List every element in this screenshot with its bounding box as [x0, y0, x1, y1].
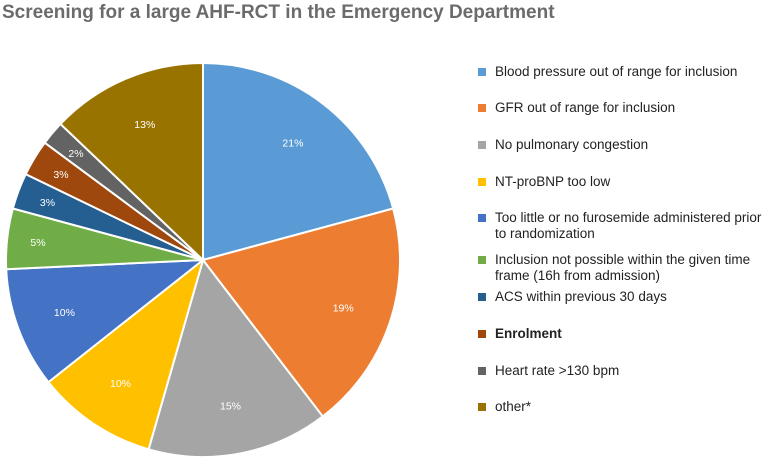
- pie-chart: 21%19%15%10%10%5%3%3%2%13%: [4, 61, 401, 458]
- slice-data-label-9: 13%: [134, 119, 155, 131]
- slice-data-label-6: 3%: [40, 197, 55, 209]
- legend-item-0: Blood pressure out of range for inclusio…: [478, 64, 765, 80]
- pie-slice-0: [202, 61, 395, 262]
- pie-slice-1: [201, 207, 401, 418]
- slice-data-label-4: 10%: [54, 307, 75, 319]
- legend-swatch-2: [478, 141, 486, 149]
- legend-label-9: other*: [495, 399, 532, 414]
- legend-label-0: Blood pressure out of range for inclusio…: [495, 64, 738, 79]
- slice-data-label-7: 3%: [53, 169, 68, 181]
- legend-label-7: Enrolment: [495, 326, 562, 341]
- legend-swatch-8: [478, 367, 486, 375]
- slice-data-label-3: 10%: [110, 378, 131, 390]
- pie-slice-4: [5, 258, 207, 384]
- chart-title: Screening for a large AHF-RCT in the Eme…: [2, 2, 555, 23]
- legend-item-7: Enrolment: [478, 326, 765, 342]
- legend-label-4: Too little or no furosemide administered…: [495, 210, 762, 241]
- legend-item-2: No pulmonary congestion: [478, 137, 765, 153]
- pie-slice-2: [147, 257, 325, 458]
- legend-item-1: GFR out of range for inclusion: [478, 100, 765, 116]
- legend-swatch-6: [478, 293, 486, 301]
- pie-slice-3: [47, 257, 205, 451]
- slice-data-label-0: 21%: [282, 138, 303, 150]
- legend-swatch-0: [478, 68, 486, 76]
- legend-swatch-9: [478, 403, 486, 411]
- pie-slice-9: [59, 61, 204, 263]
- legend-item-3: NT-proBNP too low: [478, 174, 765, 190]
- legend-item-8: Heart rate >130 bpm: [478, 363, 765, 379]
- legend-item-6: ACS within previous 30 days: [478, 289, 765, 305]
- legend-item-5: Inclusion not possible within the given …: [478, 252, 765, 284]
- legend-label-8: Heart rate >130 bpm: [495, 363, 620, 378]
- legend-item-9: other*: [478, 399, 765, 415]
- slice-data-label-2: 15%: [220, 400, 241, 412]
- legend-swatch-7: [478, 330, 486, 338]
- legend-item-4: Too little or no furosemide administered…: [478, 210, 765, 242]
- slice-data-label-8: 2%: [68, 148, 83, 160]
- legend-swatch-3: [478, 178, 486, 186]
- legend-swatch-4: [478, 214, 486, 222]
- slice-data-label-5: 5%: [30, 237, 45, 249]
- legend-label-6: ACS within previous 30 days: [495, 289, 667, 304]
- legend-swatch-5: [478, 256, 486, 264]
- legend-swatch-1: [478, 104, 486, 112]
- slice-data-label-1: 19%: [333, 303, 354, 315]
- legend-label-2: No pulmonary congestion: [495, 137, 649, 152]
- legend-label-5: Inclusion not possible within the given …: [495, 252, 751, 283]
- legend-label-3: NT-proBNP too low: [495, 174, 611, 189]
- legend-label-1: GFR out of range for inclusion: [495, 100, 676, 115]
